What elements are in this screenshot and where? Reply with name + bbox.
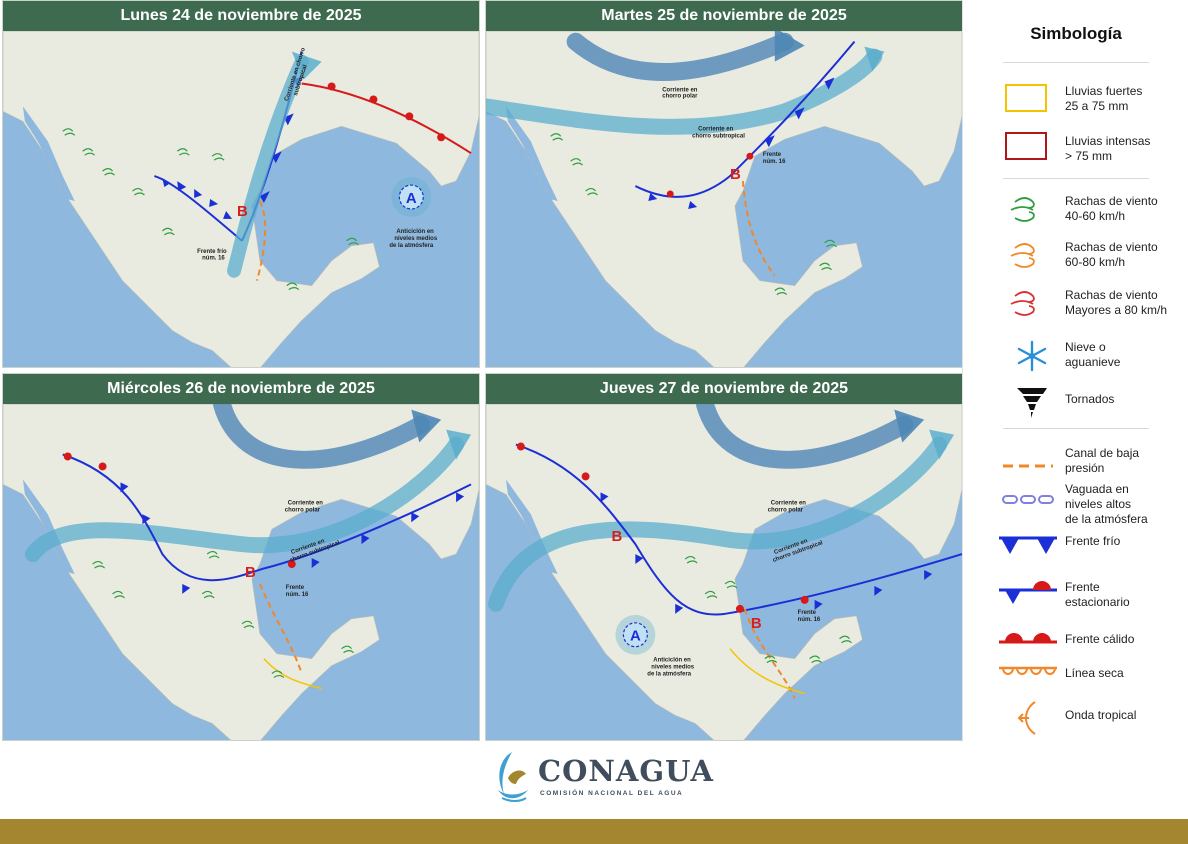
weather-map: A B Frente frío núm. 16 Anticiclón en nive…: [3, 31, 479, 367]
wind-orange-icon: [1010, 243, 1035, 268]
forecast-panel-wednesday: Miércoles 26 de noviembre de 2025 B Corr…: [2, 373, 480, 741]
forecast-panel-tuesday: Martes 25 de noviembre de 2025 B Corrien…: [485, 0, 963, 368]
stationary-front-line: [634, 41, 856, 198]
polar-jet: [566, 32, 794, 81]
panel-title: Jueves 27 de noviembre de 2025: [486, 374, 962, 404]
svg-text:A: A: [630, 628, 641, 645]
warm-front-line: [301, 82, 472, 155]
svg-text:Corriente enchorro polar: Corriente en chorro polar: [662, 87, 698, 99]
weather-map: B B A Corriente en chorro polar Corriente…: [486, 404, 962, 740]
intense-rain-box: [997, 128, 1057, 168]
legend-divider: [1003, 62, 1149, 63]
trough-line: [1003, 464, 1053, 468]
wind-gust-icons: [62, 128, 359, 291]
low-pressure-label: B: [237, 203, 248, 220]
snowflake-icon: [1017, 340, 1047, 372]
brand-name: CONAGUA: [538, 754, 715, 788]
warm-front-line: [999, 633, 1057, 644]
cold-front-line: [154, 175, 243, 242]
subtropical-jet: [227, 54, 309, 278]
anticyclone-label: Anticiclón en niveles medios de la atmósfe…: [389, 229, 437, 249]
cold-front-triangles: [162, 178, 233, 219]
svg-text:B: B: [730, 166, 741, 183]
svg-text:Corriente enchorro polar: Corriente en chorro polar: [285, 500, 323, 513]
high-pressure-label: A: [406, 190, 417, 207]
svg-text:Corriente enchorro polar: Corriente en chorro polar: [768, 500, 806, 513]
cold-front-line: [999, 536, 1057, 554]
brand-subtitle: COMISIÓN NACIONAL DEL AGUA: [540, 790, 684, 797]
gulf-of-california: [22, 106, 75, 201]
panel-title: Martes 25 de noviembre de 2025: [486, 1, 962, 31]
forecast-panel-thursday: Jueves 27 de noviembre de 2025 B B A Cor…: [485, 373, 963, 741]
trough-line: [255, 200, 267, 281]
panel-title: Lunes 24 de noviembre de 2025: [3, 1, 479, 31]
conagua-emblem-icon: [498, 752, 528, 802]
dry-line: [999, 666, 1057, 675]
land: [3, 31, 479, 367]
conagua-logo: CONAGUA COMISIÓN NACIONAL DEL AGUA: [490, 750, 713, 810]
svg-text:B: B: [751, 615, 762, 632]
legend-title: Simbología: [1030, 24, 1122, 43]
svg-text:B: B: [611, 528, 622, 545]
svg-text:B: B: [245, 564, 256, 581]
subtropical-jet: [486, 48, 883, 135]
front-label: Frente frío núm. 16: [197, 249, 227, 262]
forecast-panel-monday: Lunes 24 de noviembre de 2025 A B Frente…: [2, 0, 480, 368]
legend-panel: Simbología Lluvias fuertes 25 a 75 mm Ll…: [962, 0, 1188, 740]
stationary-front-line: [999, 581, 1057, 604]
wind-red-icon: [1010, 291, 1035, 316]
tornado-icon: [1017, 388, 1047, 418]
svg-text:Corriente enchorro subtropical: Corriente enchorro subtropical: [692, 126, 745, 139]
tropical-wave-icon: [1017, 701, 1036, 735]
wind-green-icon: [1010, 197, 1035, 222]
footer-bar: [0, 819, 1188, 844]
upper-trough-line: [1002, 495, 1054, 504]
heavy-rain-box: [997, 80, 1057, 120]
panel-title: Miércoles 26 de noviembre de 2025: [3, 374, 479, 404]
